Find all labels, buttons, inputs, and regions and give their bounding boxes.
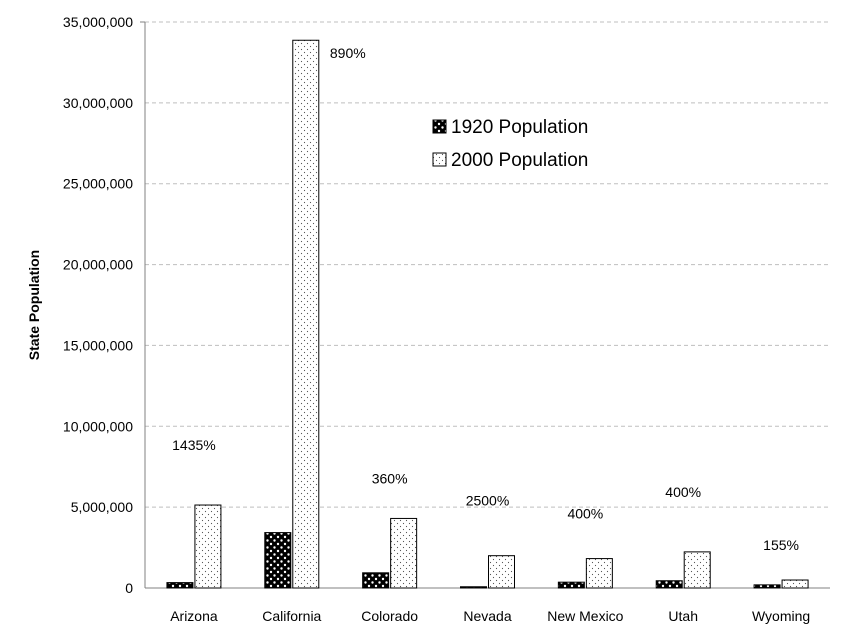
y-axis-tick-labels: 0 5,000,000 10,000,000 15,000,000 20,000,000…	[63, 14, 133, 596]
bar-2000	[488, 555, 515, 589]
x-axis-category-labels: Arizona California Colorado Nevada New Mexic…	[170, 608, 810, 624]
percent-annotation: 400%	[567, 506, 603, 522]
bar-1920	[166, 582, 194, 589]
x-category-label: Arizona	[170, 608, 218, 624]
y-tick-label: 10,000,000	[63, 418, 133, 434]
x-category-label: Utah	[668, 608, 698, 624]
percent-annotation: 360%	[372, 470, 408, 486]
legend-swatch-1920	[432, 119, 447, 134]
bar-1920	[753, 584, 781, 589]
x-category-label: Wyoming	[752, 608, 810, 624]
x-category-label: New Mexico	[547, 608, 623, 624]
percent-annotation: 1435%	[172, 437, 216, 453]
y-tick-label: 35,000,000	[63, 14, 133, 30]
bar-2000	[390, 517, 418, 589]
y-tick-label: 20,000,000	[63, 257, 133, 273]
y-axis-title: State Population	[26, 250, 42, 360]
percent-annotation: 890%	[330, 45, 366, 61]
bar-2000	[781, 579, 809, 589]
percent-annotation: 400%	[665, 484, 701, 500]
bar-2000	[194, 504, 222, 589]
legend-swatch-2000	[432, 152, 447, 167]
gridlines	[145, 21, 830, 508]
bar-1920	[557, 581, 585, 589]
bar-2000	[585, 558, 613, 589]
percent-annotations: 1435% 890% 360% 2500% 400% 400% 155%	[172, 45, 799, 553]
legend: 1920 Population 2000 Population	[432, 117, 588, 171]
y-tick-label: 0	[125, 580, 133, 596]
x-category-label: Nevada	[463, 608, 511, 624]
legend-label-1920: 1920 Population	[451, 117, 588, 138]
bars	[166, 39, 809, 589]
x-category-label: Colorado	[361, 608, 418, 624]
bar-1920	[264, 532, 292, 589]
bar-2000	[683, 551, 711, 589]
y-tick-label: 5,000,000	[71, 499, 133, 515]
legend-label-2000: 2000 Population	[451, 150, 588, 171]
y-tick-label: 25,000,000	[63, 176, 133, 192]
y-tick-label: 30,000,000	[63, 95, 133, 111]
percent-annotation: 155%	[763, 537, 799, 553]
bar-1920	[362, 572, 390, 589]
x-category-label: California	[262, 608, 321, 624]
axes	[140, 21, 830, 589]
percent-annotation: 2500%	[466, 493, 510, 509]
bar-2000	[292, 39, 320, 589]
y-tick-label: 15,000,000	[63, 337, 133, 353]
bar-1920	[460, 586, 487, 589]
bar-1920	[655, 580, 683, 589]
